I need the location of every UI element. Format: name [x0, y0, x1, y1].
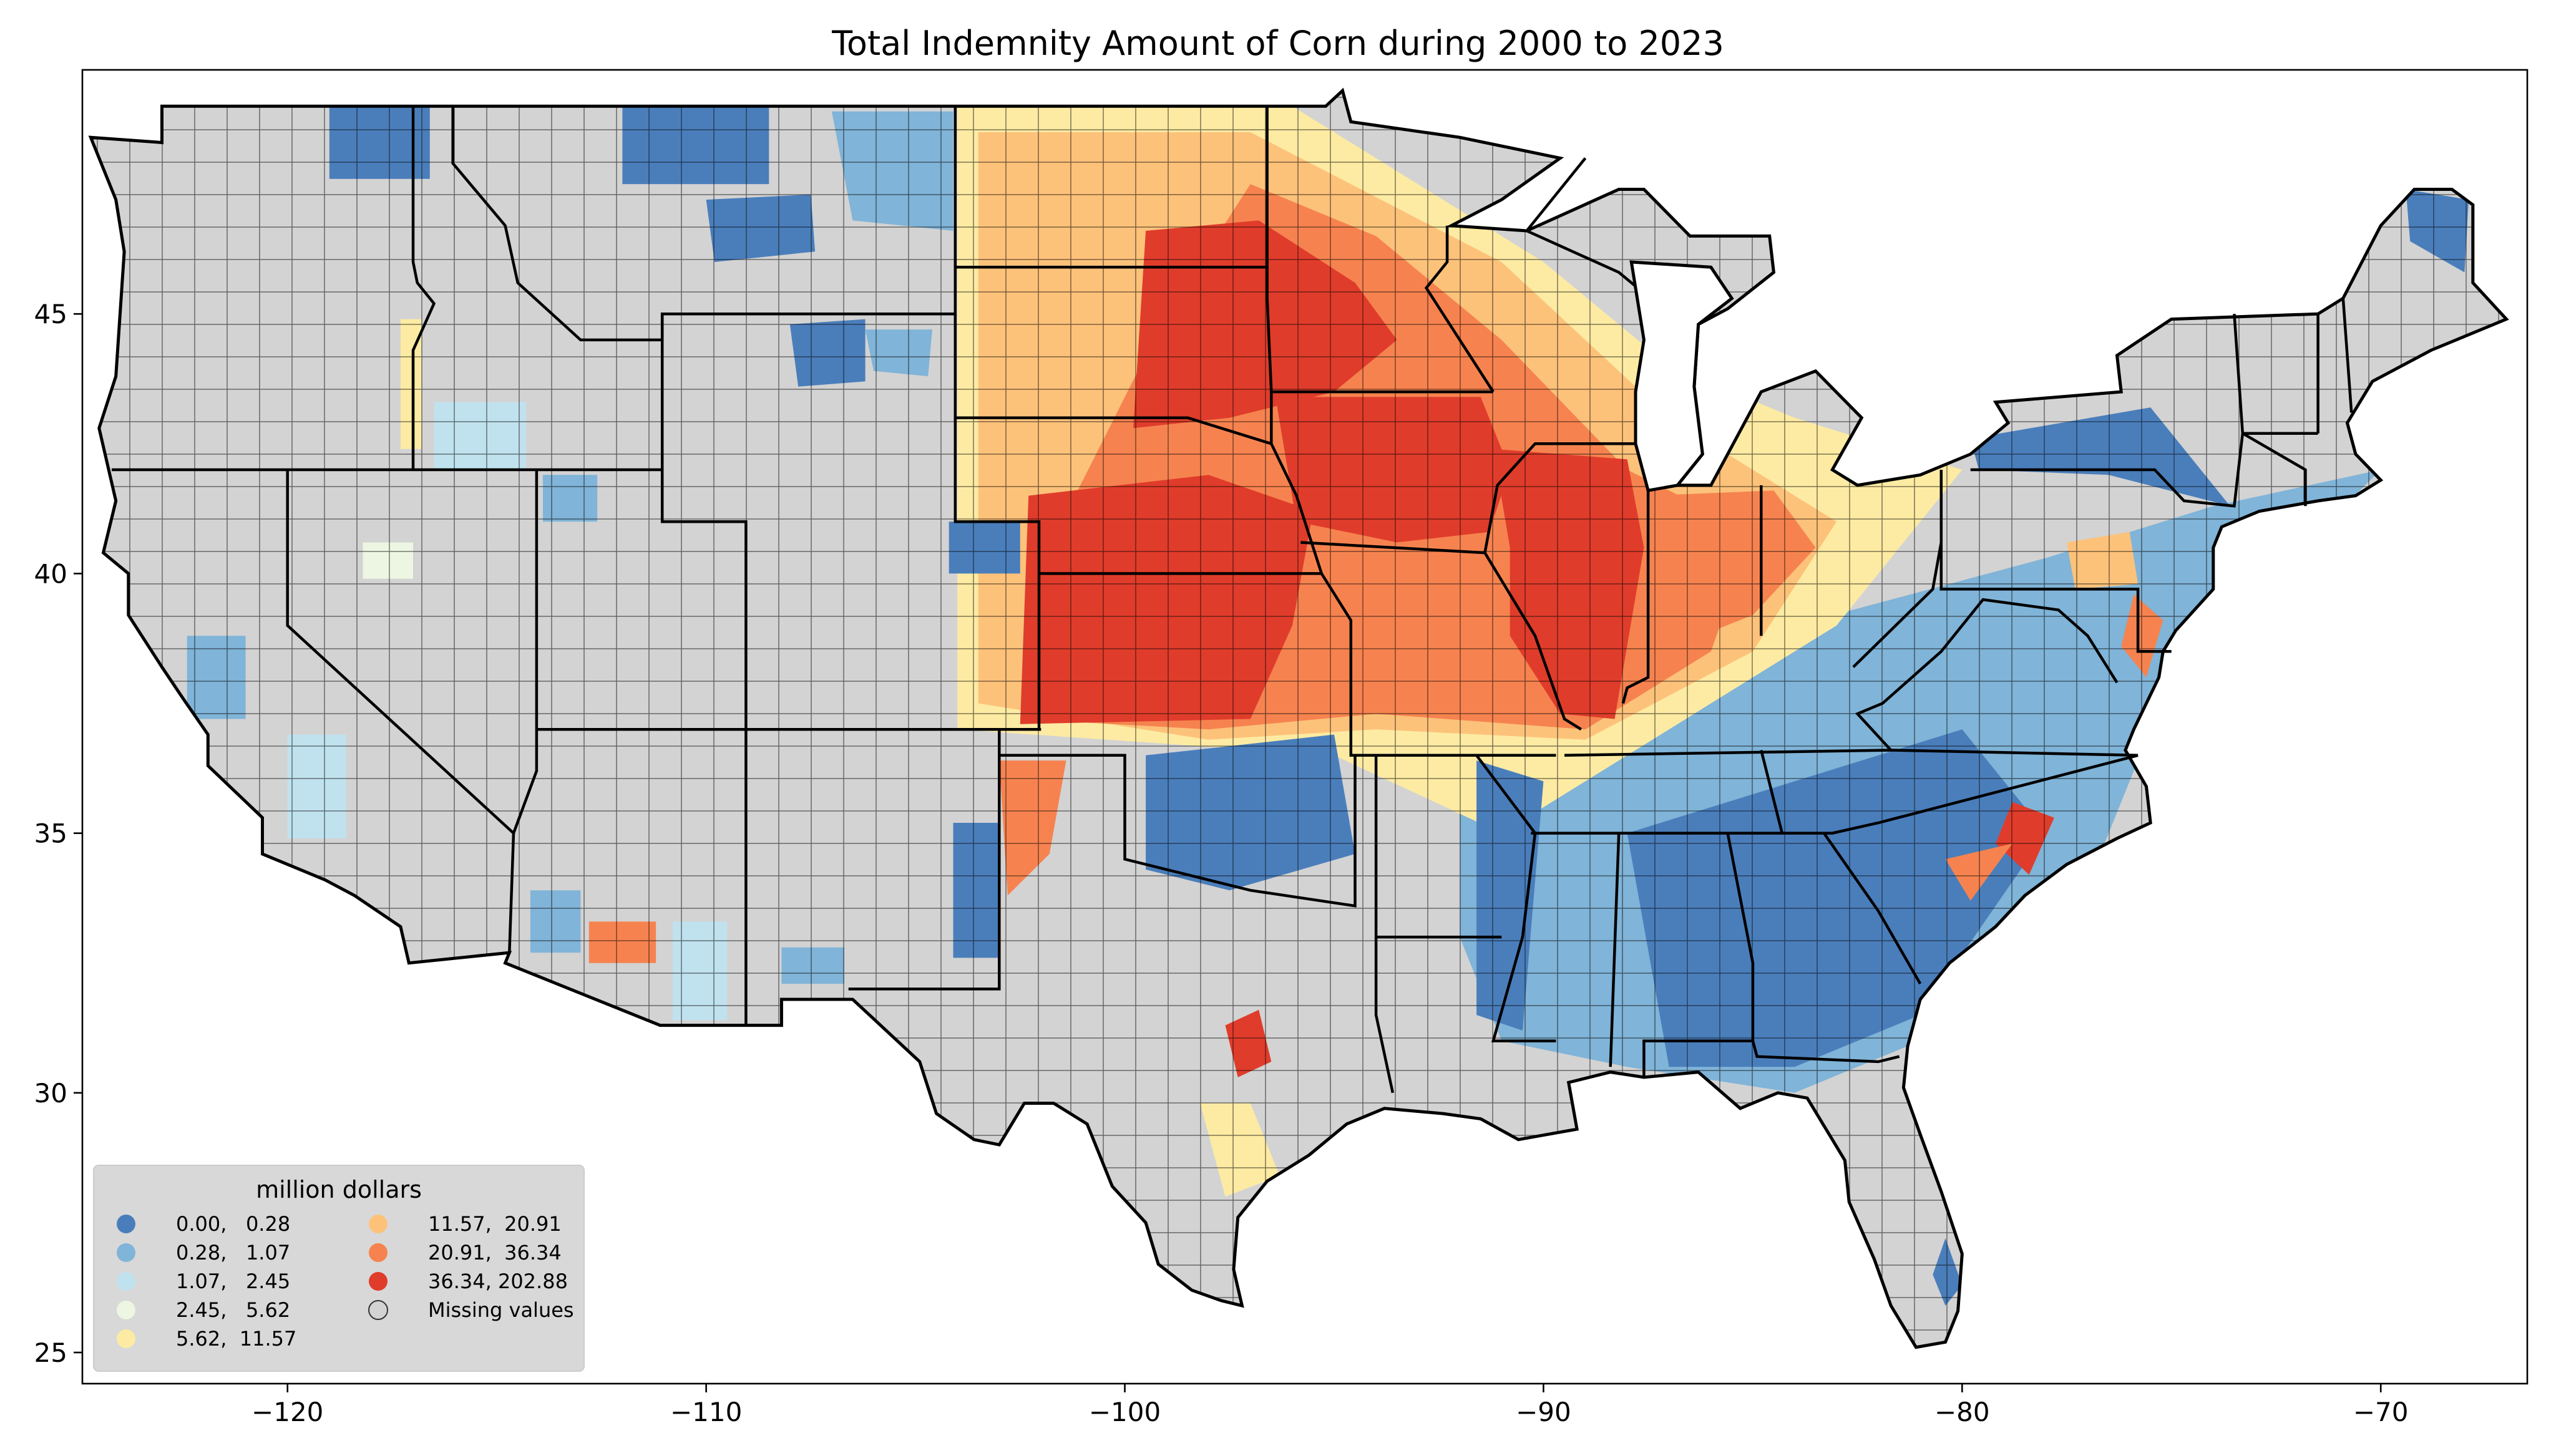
legend-swatch [369, 1272, 388, 1291]
state-border-29 [1823, 832, 1922, 985]
state-border-37 [1524, 157, 1645, 294]
state-border-26 [1609, 833, 1621, 1067]
legend-label: 2.45, 5.62 [176, 1298, 290, 1322]
state-border-34 [2233, 314, 2307, 507]
y-tick-label: 35 [34, 818, 67, 849]
state-border-6 [451, 106, 955, 342]
state-border-31 [1855, 598, 2119, 752]
state-border-2 [286, 470, 515, 835]
lake-michigan [1629, 260, 1734, 493]
state-border-3 [508, 470, 539, 953]
state-border-32 [1852, 542, 1943, 668]
state-border-18 [1621, 485, 1650, 704]
state-border-9 [955, 416, 1272, 445]
state-border-23 [1374, 937, 1395, 1094]
legend-swatch [369, 1243, 388, 1262]
legend-label: 11.57, 20.91 [428, 1212, 562, 1236]
legend-title: million dollars [256, 1176, 422, 1203]
state-border-13 [1266, 106, 1493, 394]
legend-label: Missing values [428, 1298, 574, 1322]
x-tick-label: −110 [670, 1397, 742, 1427]
legend-label: 20.91, 36.34 [428, 1241, 562, 1264]
legend: million dollars 0.00, 0.28 0.28, 1.07 1.07… [93, 1165, 585, 1372]
legend-swatch [368, 1300, 388, 1320]
state-border-14 [1270, 392, 1556, 757]
y-tick-label: 25 [34, 1337, 67, 1368]
legend-label: 0.28, 1.07 [176, 1241, 290, 1264]
state-border-21 [1475, 754, 1556, 1042]
state-border-17 [1483, 551, 1582, 731]
state-border-28 [1751, 1041, 1900, 1064]
state-border-36 [2341, 298, 2353, 413]
state-border-0 [411, 106, 436, 470]
state-border-33 [1970, 432, 2318, 508]
legend-swatch [117, 1272, 135, 1291]
legend-swatch [369, 1215, 388, 1233]
x-tick-label: −80 [1934, 1397, 1990, 1427]
y-axis: 25 30 35 40 45 [34, 299, 82, 1368]
legend-label: 1.07, 2.45 [176, 1269, 290, 1293]
state-border-16 [1424, 225, 1495, 393]
y-tick-label: 40 [34, 558, 67, 589]
state-border-7 [954, 106, 1041, 730]
x-tick-label: −100 [1089, 1397, 1161, 1427]
x-axis: −120 −110 −100 −90 −80 −70 [251, 1384, 2409, 1427]
y-tick-label: 45 [34, 299, 67, 329]
legend-swatch [117, 1243, 135, 1262]
state-borders [112, 106, 2353, 1094]
legend-swatch [117, 1329, 135, 1348]
state-border-30 [1760, 749, 1783, 834]
legend-label: 5.62, 11.57 [176, 1327, 296, 1351]
legend-box [93, 1165, 585, 1372]
state-border-24 [1531, 754, 2139, 835]
legend-swatch [117, 1301, 135, 1319]
y-tick-label: 30 [34, 1078, 67, 1109]
x-tick-label: −70 [2353, 1397, 2409, 1427]
chart-title: Total Indemnity Amount of Corn during 20… [831, 24, 1724, 63]
x-tick-label: −120 [251, 1397, 323, 1427]
legend-swatch [117, 1215, 135, 1233]
state-border-4 [660, 314, 748, 1026]
state-border-12 [848, 755, 1001, 991]
us-outline [88, 87, 2509, 1349]
x-tick-label: −90 [1516, 1397, 1571, 1427]
legend-label: 0.00, 0.28 [176, 1212, 290, 1236]
legend-label: 36.34, 202.88 [428, 1269, 568, 1293]
state-border-15 [1300, 442, 1636, 555]
